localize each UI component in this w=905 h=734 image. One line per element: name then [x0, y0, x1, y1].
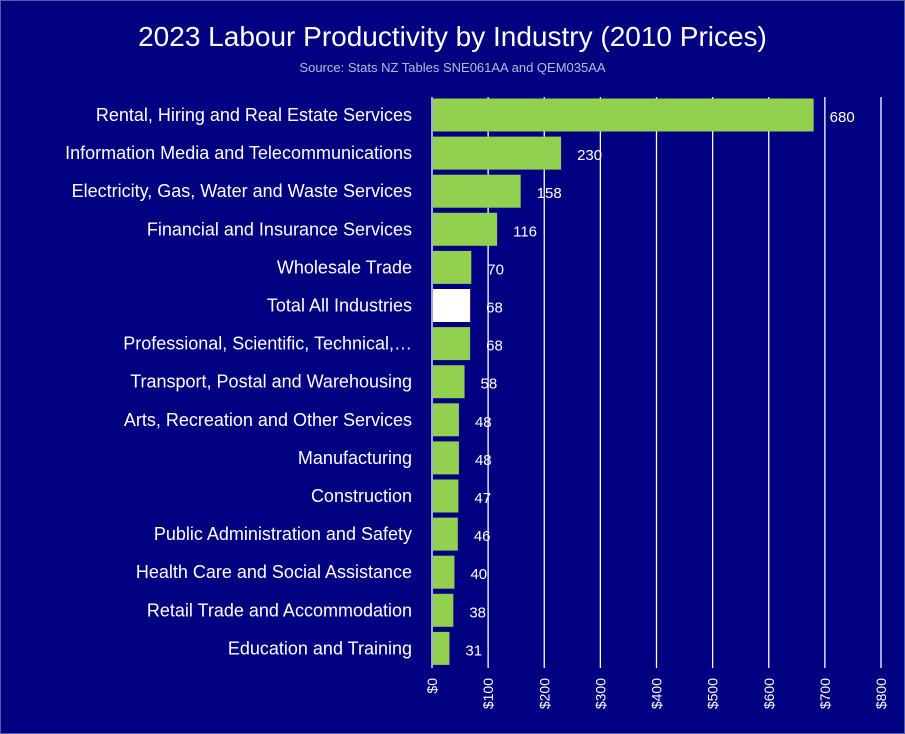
data-label: 68	[486, 338, 503, 355]
category-label: Arts, Recreation and Other Services	[124, 410, 412, 430]
category-label: Manufacturing	[298, 448, 412, 468]
data-label: 58	[481, 376, 498, 393]
data-label: 116	[513, 223, 537, 240]
bar	[433, 403, 459, 437]
x-tick-label: $200	[536, 678, 552, 709]
x-tick-label: $600	[761, 678, 777, 709]
bar	[433, 212, 498, 246]
data-label: 40	[470, 566, 487, 583]
category-label: Construction	[311, 486, 412, 506]
category-label: Wholesale Trade	[277, 257, 412, 277]
bar	[433, 250, 472, 284]
bar	[433, 593, 454, 627]
chart-title: 2023 Labour Productivity by Industry (20…	[138, 21, 767, 52]
category-label: Total All Industries	[267, 296, 412, 316]
category-label: Professional, Scientific, Technical,…	[123, 334, 412, 354]
category-label: Retail Trade and Accommodation	[147, 600, 412, 620]
category-label: Transport, Postal and Warehousing	[130, 372, 412, 392]
data-label: 48	[475, 452, 492, 469]
bar	[433, 555, 455, 589]
x-tick-label: $0	[424, 678, 440, 694]
data-label: 46	[474, 528, 491, 545]
category-label: Rental, Hiring and Real Estate Services	[96, 105, 412, 125]
bar	[433, 365, 465, 399]
data-label: 70	[487, 261, 504, 278]
data-label: 158	[537, 185, 562, 202]
data-label: 31	[465, 642, 482, 659]
data-label: 680	[830, 109, 855, 126]
bar	[433, 174, 521, 208]
bar	[433, 631, 450, 665]
bar	[433, 479, 459, 513]
data-label: 68	[486, 300, 503, 317]
data-label: 230	[577, 147, 602, 164]
category-label: Education and Training	[228, 638, 412, 658]
data-label: 38	[469, 604, 486, 621]
data-label: 47	[474, 490, 491, 507]
bar	[433, 441, 459, 475]
bar	[433, 327, 471, 361]
x-tick-label: $700	[817, 678, 833, 709]
category-label: Information Media and Telecommunications	[65, 143, 412, 163]
x-tick-label: $500	[705, 678, 721, 709]
bar	[433, 136, 562, 170]
category-label: Financial and Insurance Services	[147, 219, 412, 239]
x-tick-label: $100	[480, 678, 496, 709]
x-tick-label: $300	[592, 678, 608, 709]
x-tick-label: $800	[873, 678, 889, 709]
bar	[433, 98, 814, 132]
x-tick-label: $400	[649, 678, 665, 709]
category-label: Health Care and Social Assistance	[136, 562, 412, 582]
category-label: Public Administration and Safety	[154, 524, 412, 544]
chart-subtitle: Source: Stats NZ Tables SNE061AA and QEM…	[299, 60, 606, 75]
data-label: 48	[475, 414, 492, 431]
category-label: Electricity, Gas, Water and Waste Servic…	[72, 181, 412, 201]
bar	[433, 517, 458, 551]
bar	[433, 289, 471, 322]
